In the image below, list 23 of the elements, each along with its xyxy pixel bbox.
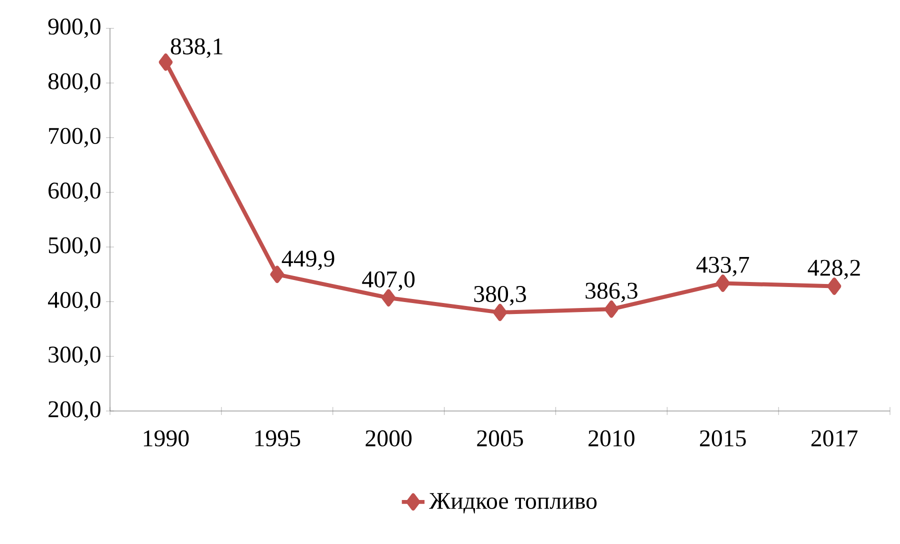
data-label: 428,2 [808, 260, 860, 280]
x-tick-label: 2010 [588, 430, 634, 446]
y-tick-label: 500,0 [48, 237, 100, 257]
x-tick-label: 2005 [477, 430, 523, 446]
x-tick-label: 2015 [700, 430, 746, 446]
data-label: 380,3 [474, 286, 526, 306]
x-tick-label: 1990 [144, 430, 189, 446]
y-tick-label: 600,0 [48, 182, 100, 202]
data-label: 407,0 [362, 271, 415, 291]
y-tick-label: 700,0 [49, 128, 100, 148]
legend-label: Жидкое топливо [429, 493, 597, 514]
x-tick-label: 2017 [811, 430, 858, 446]
y-tick-label: 900,0 [48, 18, 100, 38]
data-label: 433,7 [696, 256, 750, 276]
y-tick-label: 800,0 [48, 73, 100, 93]
y-tick-label: 200,0 [48, 401, 100, 421]
x-tick-label: 2000 [366, 430, 412, 446]
data-label: 386,3 [586, 282, 638, 302]
data-label: 449,9 [282, 250, 334, 270]
y-tick-label: 300,0 [48, 346, 100, 366]
data-label: 838,1 [170, 38, 222, 58]
y-tick-label: 400,0 [48, 292, 100, 312]
x-tick-label: 1995 [255, 430, 300, 446]
